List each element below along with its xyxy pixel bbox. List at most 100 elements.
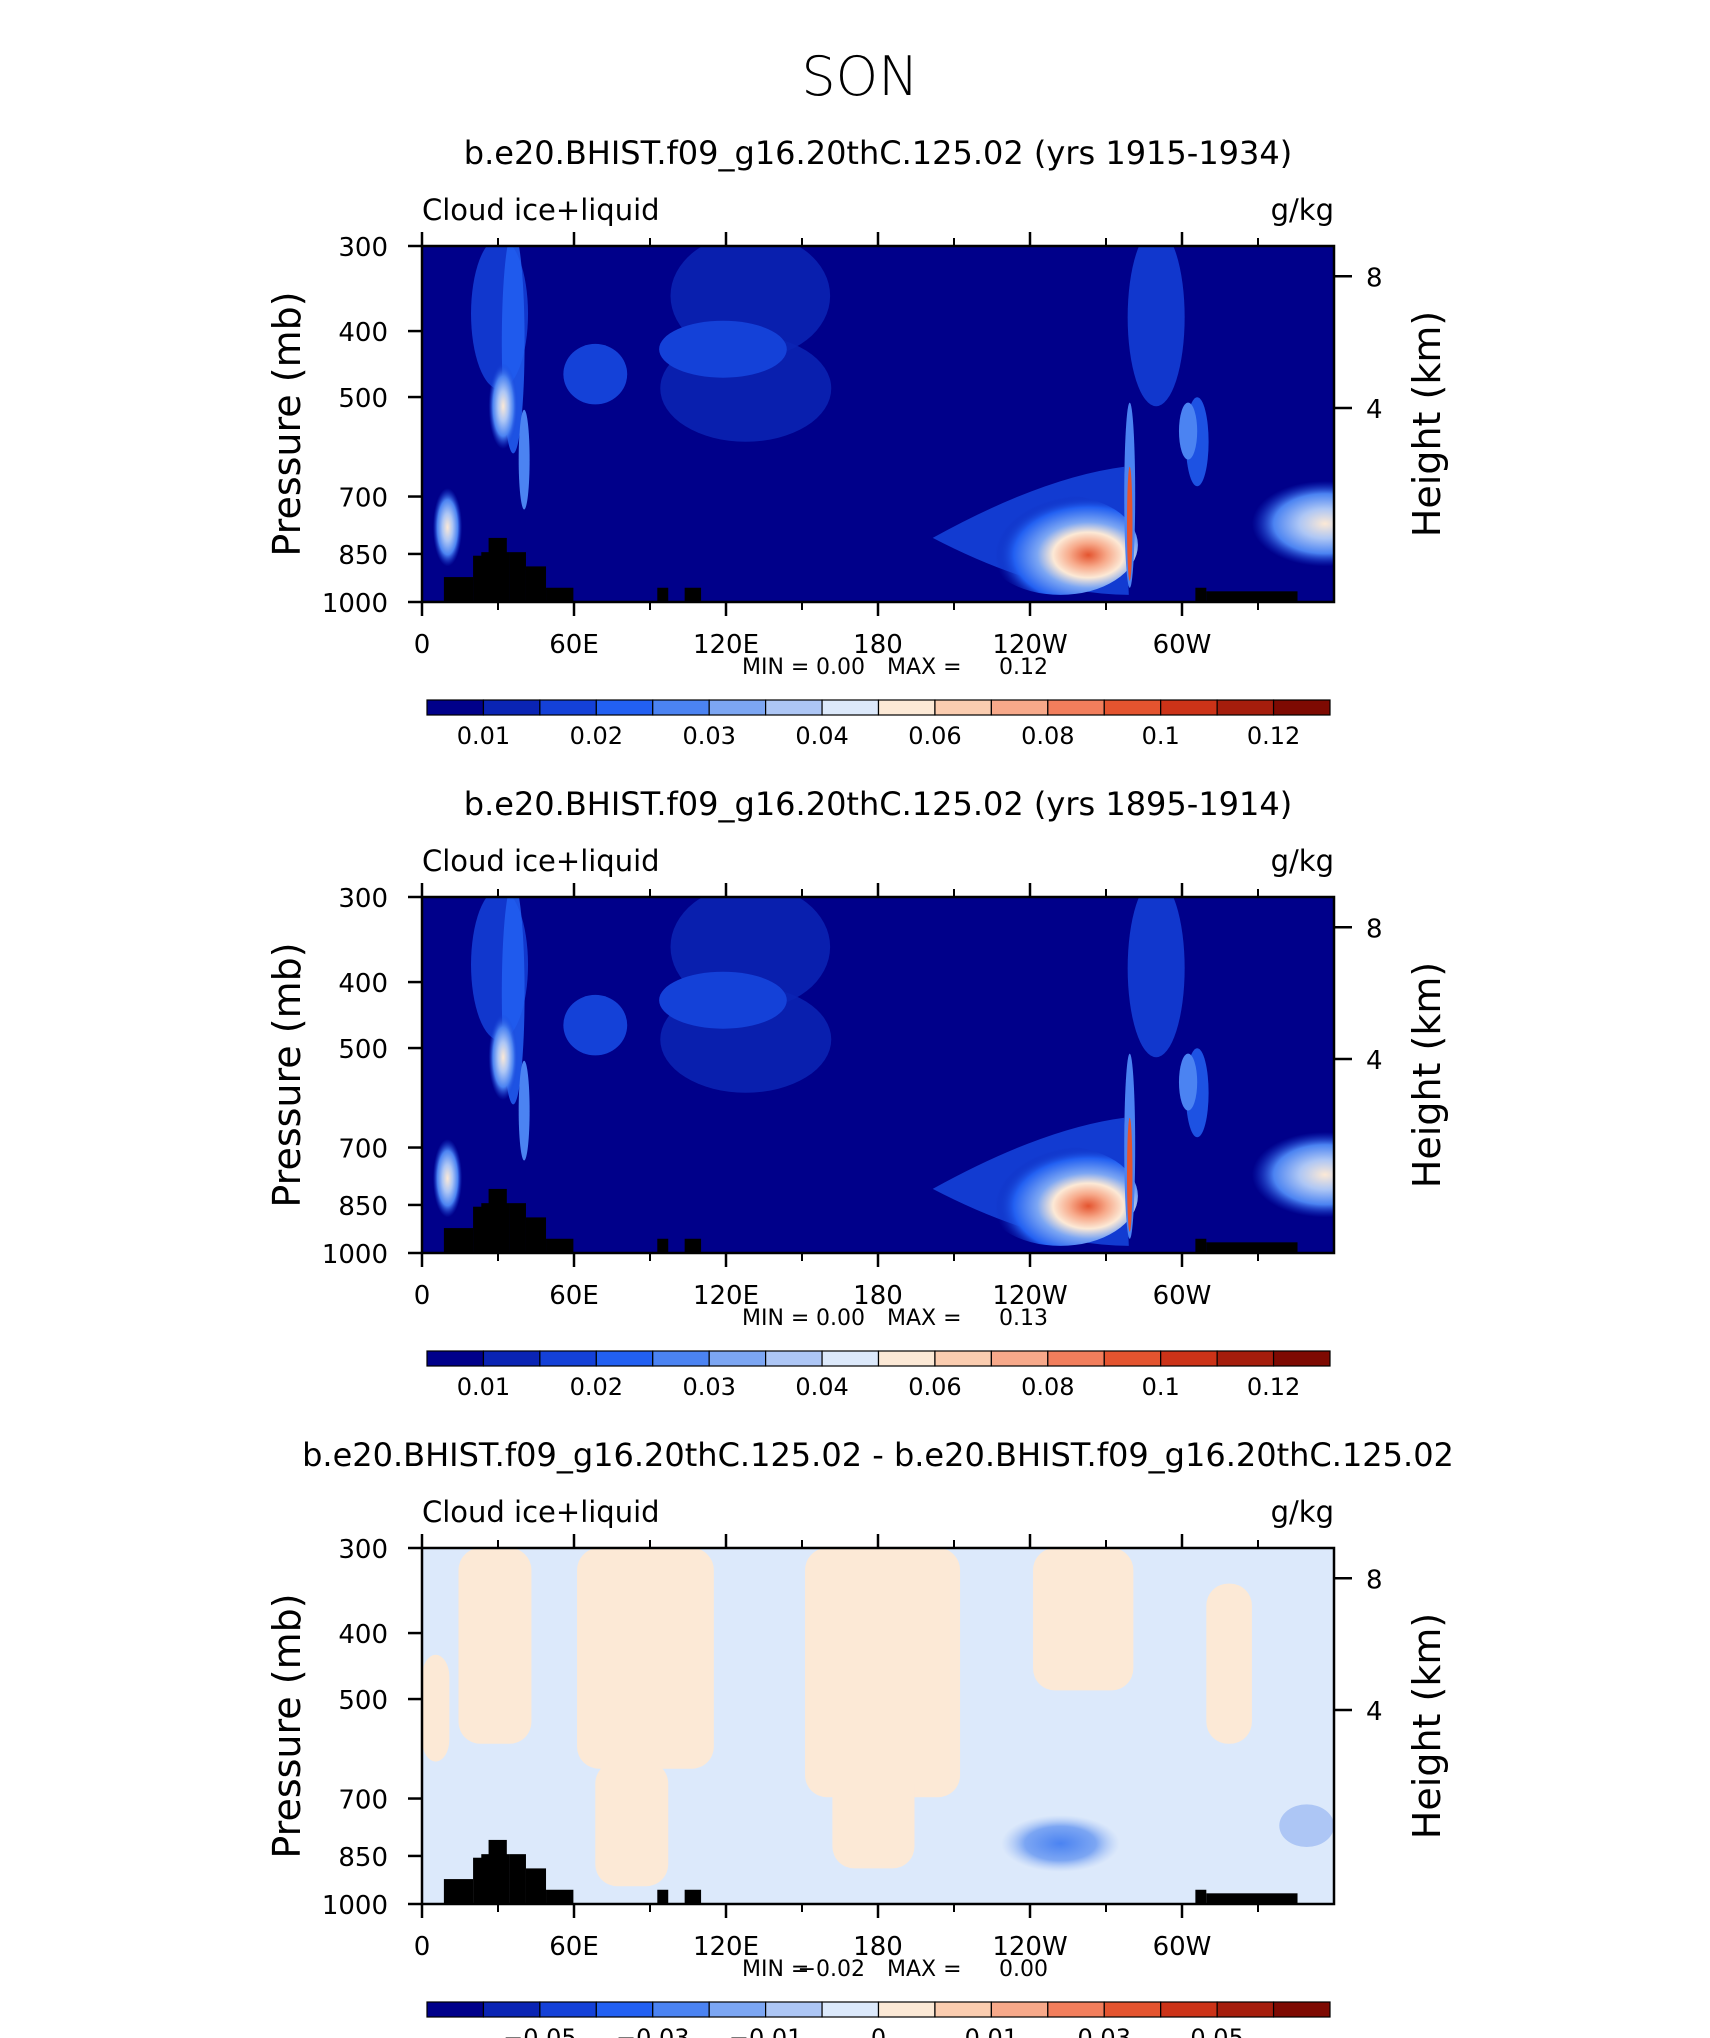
colorbar-swatch bbox=[1103, 1350, 1162, 1367]
topography-mask bbox=[684, 1889, 702, 1904]
topography-mask bbox=[546, 1238, 574, 1253]
colorbar-swatch bbox=[990, 1350, 1049, 1367]
field-contour bbox=[563, 994, 628, 1056]
colorbar-swatch bbox=[652, 699, 710, 716]
chart-panel-2: b.e20.BHIST.f09_g16.20thC.125.02 (yrs 18… bbox=[265, 785, 1449, 1401]
topography-mask bbox=[1195, 587, 1207, 602]
y-tick-label: 700 bbox=[338, 1786, 388, 1816]
x-tick-label: 60E bbox=[549, 1932, 599, 1962]
panel-title: b.e20.BHIST.f09_g16.20thC.125.02 (yrs 18… bbox=[464, 785, 1292, 823]
colorbar-swatch bbox=[426, 2001, 485, 2018]
colorbar-label: 0.03 bbox=[682, 722, 735, 750]
y-tick-label: 300 bbox=[338, 884, 388, 914]
y-tick-label: 300 bbox=[338, 233, 388, 263]
x-tick-label: 120E bbox=[693, 630, 759, 660]
y-tick-label: 850 bbox=[338, 1192, 388, 1222]
units-label: g/kg bbox=[1271, 193, 1334, 227]
field-contour bbox=[805, 1548, 961, 1798]
y-axis-label: Pressure (mb) bbox=[265, 291, 309, 556]
colorbar-swatch bbox=[652, 2001, 710, 2018]
y2-tick-label: 4 bbox=[1366, 1697, 1383, 1727]
topography-mask bbox=[525, 1868, 547, 1904]
colorbar-swatch bbox=[821, 699, 880, 716]
y-tick-label: 500 bbox=[338, 384, 388, 414]
colorbar-swatch bbox=[765, 699, 823, 716]
colorbar-swatch bbox=[990, 2001, 1049, 2018]
colorbar-swatch bbox=[1047, 699, 1105, 716]
colorbar-label: 0 bbox=[871, 2024, 886, 2038]
variable-label: Cloud ice+liquid bbox=[422, 193, 660, 227]
topography-mask bbox=[1206, 1893, 1298, 1904]
colorbar-swatch bbox=[595, 1350, 654, 1367]
field-area bbox=[422, 1548, 1334, 1904]
colorbar-label: 0.01 bbox=[457, 1373, 510, 1401]
colorbar-label: 0.02 bbox=[570, 722, 623, 750]
y2-axis-label: Height (km) bbox=[1405, 962, 1449, 1188]
colorbar-swatch bbox=[821, 1350, 880, 1367]
x-tick-label: 60W bbox=[1153, 1281, 1212, 1311]
colorbar-swatch bbox=[877, 1350, 936, 1367]
field-contour bbox=[432, 1139, 463, 1218]
x-tick-label: 60E bbox=[549, 1281, 599, 1311]
colorbar-swatch bbox=[708, 1350, 767, 1367]
min-value: −0.02 bbox=[798, 1957, 865, 1982]
max-label: MAX = bbox=[887, 1306, 962, 1331]
colorbar-label: 0.03 bbox=[1078, 2024, 1131, 2038]
colorbar-swatch bbox=[595, 2001, 654, 2018]
colorbar-swatch bbox=[1272, 2001, 1331, 2018]
colorbar-swatch bbox=[1216, 1350, 1275, 1367]
topography-mask bbox=[443, 577, 474, 602]
field-contour bbox=[1251, 480, 1334, 567]
y-tick-label: 700 bbox=[338, 1135, 388, 1165]
x-tick-label: 0 bbox=[414, 1281, 431, 1311]
max-value: 0.13 bbox=[999, 1306, 1048, 1331]
field-contour bbox=[488, 1014, 518, 1100]
y-axis-label: Pressure (mb) bbox=[265, 1593, 309, 1858]
max-value: 0.00 bbox=[999, 1957, 1048, 1982]
field-contour bbox=[1251, 1131, 1334, 1218]
colorbar-label: −0.05 bbox=[503, 2024, 577, 2038]
topography-mask bbox=[509, 1203, 526, 1253]
colorbar-label: 0.02 bbox=[570, 1373, 623, 1401]
field-contour bbox=[432, 488, 463, 567]
x-tick-label: 60W bbox=[1153, 1932, 1212, 1962]
colorbar-swatch bbox=[595, 699, 654, 716]
max-value: 0.12 bbox=[999, 655, 1048, 680]
min-label: MIN = bbox=[742, 1306, 809, 1331]
colorbar-label: −0.01 bbox=[729, 2024, 803, 2038]
colorbar-swatch bbox=[708, 2001, 767, 2018]
colorbar-label: 0.05 bbox=[1190, 2024, 1243, 2038]
colorbar-label: 0.06 bbox=[908, 1373, 961, 1401]
colorbar-label: 0.01 bbox=[457, 722, 510, 750]
colorbar-label: 0.04 bbox=[795, 1373, 848, 1401]
field-contour bbox=[518, 1060, 530, 1161]
colorbar-swatch bbox=[652, 1350, 710, 1367]
field-contour bbox=[832, 1761, 915, 1869]
topography-mask bbox=[509, 552, 526, 602]
colorbar-label: 0.08 bbox=[1021, 722, 1074, 750]
colorbar-swatch bbox=[934, 1350, 992, 1367]
colorbar-swatch bbox=[482, 2001, 541, 2018]
field-area bbox=[422, 897, 1334, 1253]
field-contour bbox=[1206, 1583, 1252, 1744]
x-tick-label: 120W bbox=[992, 1281, 1067, 1311]
field-contour bbox=[1001, 1815, 1120, 1872]
y-tick-label: 400 bbox=[338, 969, 388, 999]
x-tick-label: 120W bbox=[992, 630, 1067, 660]
field-contour bbox=[659, 971, 787, 1029]
y-tick-label: 500 bbox=[338, 1035, 388, 1065]
panel-title: b.e20.BHIST.f09_g16.20thC.125.02 - b.e20… bbox=[302, 1436, 1454, 1474]
field-contour bbox=[1033, 1548, 1134, 1691]
field-contour bbox=[518, 409, 530, 510]
max-label: MAX = bbox=[887, 1957, 962, 1982]
figure-title: SON bbox=[801, 45, 918, 108]
colorbar-swatch bbox=[1272, 699, 1331, 716]
colorbar-swatch bbox=[765, 1350, 823, 1367]
colorbar-label: 0.1 bbox=[1142, 722, 1180, 750]
units-label: g/kg bbox=[1271, 1495, 1334, 1529]
variable-label: Cloud ice+liquid bbox=[422, 844, 660, 878]
x-tick-label: 0 bbox=[414, 1932, 431, 1962]
topography-mask bbox=[525, 1217, 547, 1253]
topography-mask bbox=[1206, 1242, 1298, 1253]
field-contour bbox=[659, 320, 787, 378]
